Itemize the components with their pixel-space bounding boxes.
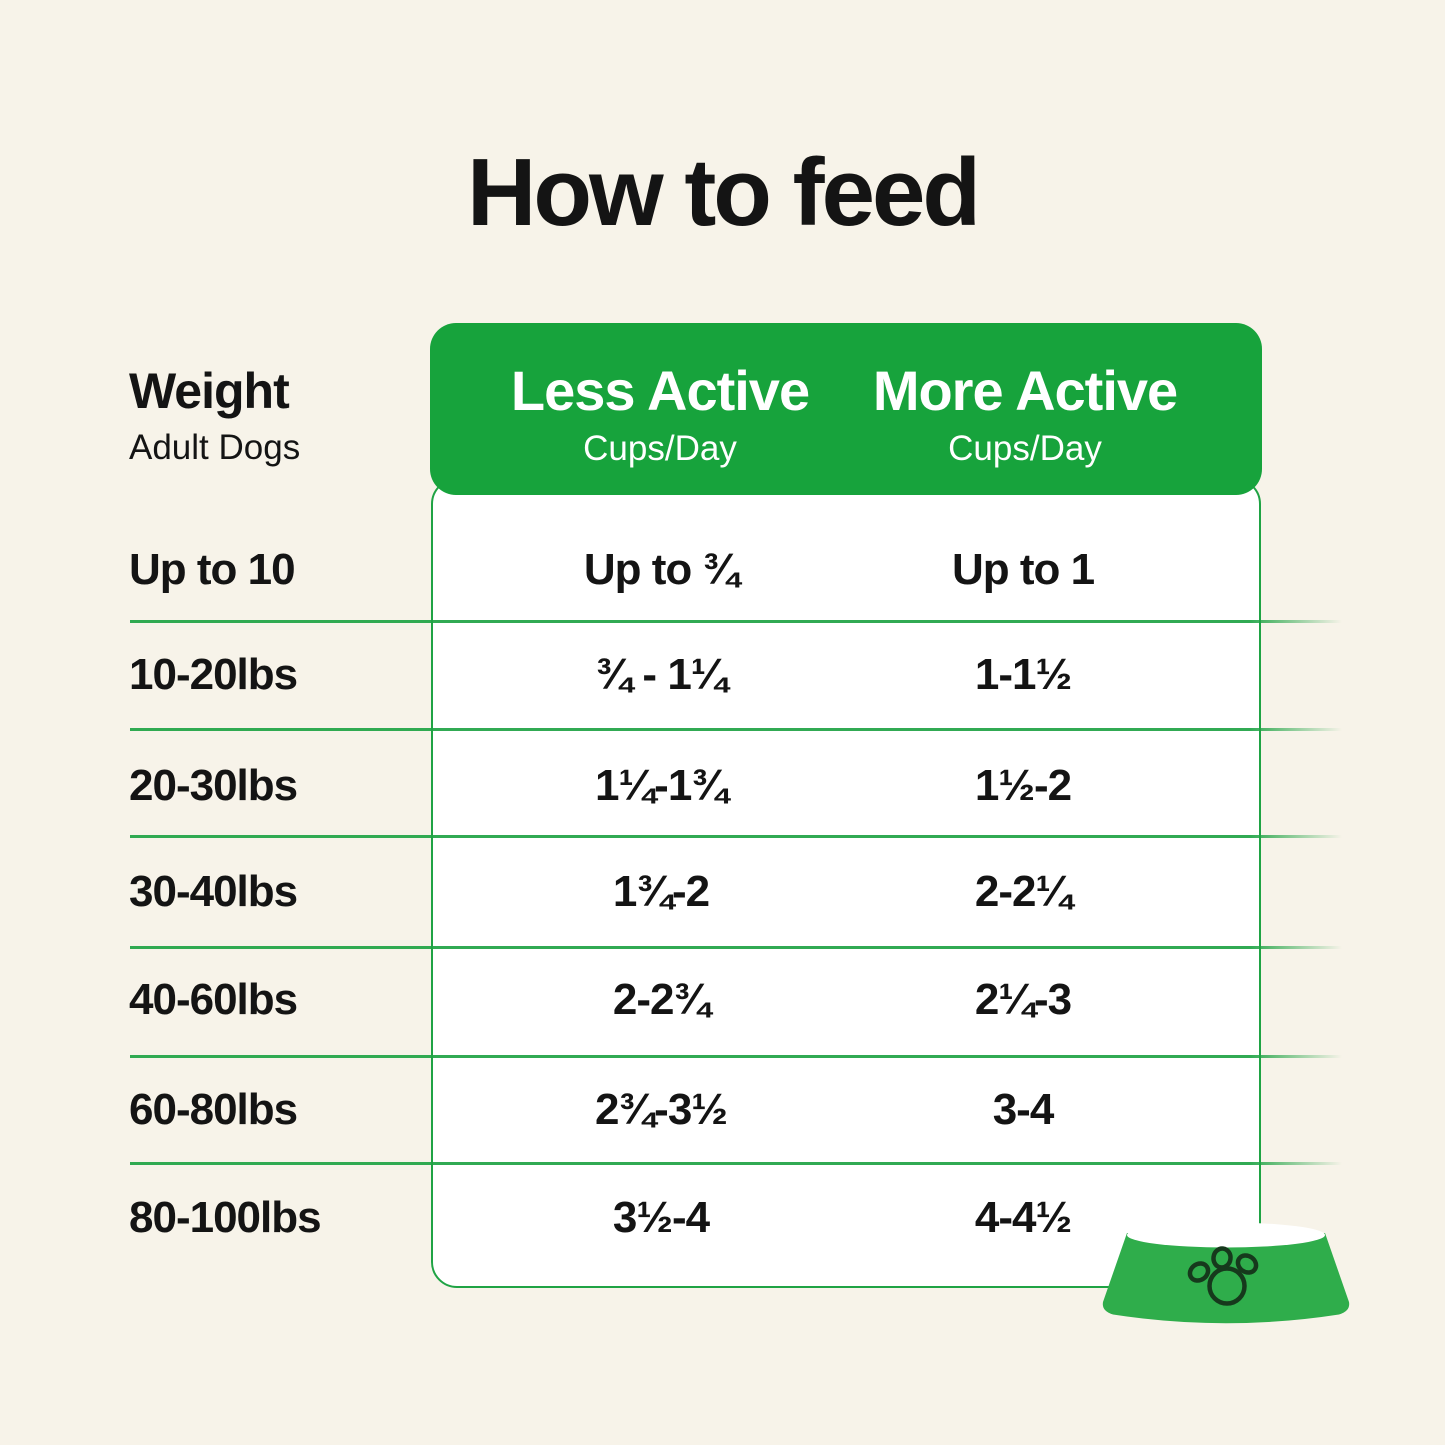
- row-divider: [130, 946, 1342, 949]
- less-active-cell: Up to ¾: [583, 545, 739, 594]
- column-header-more-active: More Active Cups/Day: [800, 359, 1250, 468]
- table-row: 10-20lbs ¾ - 1¼ 1-1½: [0, 651, 1445, 699]
- weight-cell: 30-40lbs: [129, 867, 298, 916]
- less-active-label: Less Active: [510, 359, 810, 422]
- weight-cell: Up to 10: [129, 545, 296, 594]
- less-active-cell: 1¾-2: [612, 867, 710, 916]
- weight-sublabel: Adult Dogs: [129, 428, 301, 467]
- weight-cell: 40-60lbs: [129, 975, 298, 1024]
- weight-label: Weight: [129, 363, 290, 419]
- more-active-cell: 2¼-3: [974, 975, 1072, 1024]
- table-row: 80-100lbs 3½-4 4-4½: [0, 1194, 1445, 1242]
- row-divider: [130, 728, 1342, 731]
- more-active-cell: 2-2¼: [974, 867, 1072, 916]
- more-active-cell: Up to 1: [951, 545, 1095, 594]
- less-active-cell: 2¾-3½: [595, 1085, 728, 1134]
- table-row: Up to 10 Up to ¾ Up to 1: [0, 546, 1445, 594]
- less-active-cell: 1¼-1¾: [595, 761, 728, 810]
- page-title: How to feed: [467, 139, 981, 246]
- weight-cell: 20-30lbs: [129, 761, 298, 810]
- less-active-cell: ¾ - 1¼: [595, 650, 728, 699]
- table-row: 30-40lbs 1¾-2 2-2¼: [0, 868, 1445, 916]
- more-active-cell: 1-1½: [974, 650, 1072, 699]
- weight-cell: 80-100lbs: [129, 1193, 322, 1242]
- less-active-sublabel: Cups/Day: [583, 429, 737, 468]
- column-header-less-active: Less Active Cups/Day: [435, 359, 885, 468]
- more-active-cell: 4-4½: [974, 1193, 1072, 1242]
- table-row: 60-80lbs 2¾-3½ 3-4: [0, 1086, 1445, 1134]
- table-row: 20-30lbs 1¼-1¾ 1½-2: [0, 762, 1445, 810]
- feeding-table-body: [431, 478, 1261, 1288]
- table-header-bar: Less Active Cups/Day More Active Cups/Da…: [430, 323, 1262, 495]
- more-active-cell: 3-4: [992, 1085, 1055, 1134]
- row-divider: [130, 620, 1342, 623]
- weight-column-header: Weight Adult Dogs: [129, 366, 300, 465]
- dog-bowl-icon: [1102, 1222, 1350, 1324]
- more-active-label: More Active: [872, 359, 1178, 422]
- less-active-cell: 2-2¾: [612, 975, 710, 1024]
- weight-cell: 60-80lbs: [129, 1085, 298, 1134]
- more-active-cell: 1½-2: [974, 761, 1072, 810]
- row-divider: [130, 835, 1342, 838]
- row-divider: [130, 1162, 1342, 1165]
- paw-print-icon: [1187, 1246, 1259, 1306]
- less-active-cell: 3½-4: [612, 1193, 710, 1242]
- weight-cell: 10-20lbs: [129, 650, 298, 699]
- more-active-sublabel: Cups/Day: [948, 429, 1102, 468]
- row-divider: [130, 1055, 1342, 1058]
- table-row: 40-60lbs 2-2¾ 2¼-3: [0, 976, 1445, 1024]
